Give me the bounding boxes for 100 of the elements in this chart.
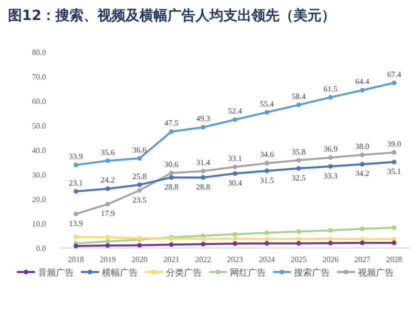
x-tick-label: 2023 (227, 255, 243, 264)
point (137, 156, 142, 161)
x-tick-label: 2021 (163, 255, 180, 264)
point (74, 234, 78, 240)
data-label: 30.4 (228, 178, 242, 188)
point (264, 236, 270, 242)
point (74, 162, 78, 168)
x-tick-label: 2020 (132, 255, 148, 264)
point (232, 164, 238, 170)
point (264, 168, 270, 174)
legend-label: 搜索广告 (294, 268, 330, 278)
data-label: 47.5 (164, 118, 178, 128)
legend-label: 横幅广告 (102, 268, 138, 278)
data-label: 38.0 (355, 142, 370, 151)
y-tick-label: 0.0 (36, 244, 46, 253)
data-label: 58.4 (292, 92, 306, 101)
y-tick-label: 60.0 (32, 97, 46, 106)
data-label: 24.2 (100, 176, 115, 185)
legend-label: 分类广告 (166, 268, 202, 278)
point (232, 117, 238, 122)
data-label: 61.5 (323, 84, 338, 94)
point (169, 170, 174, 176)
point (360, 240, 365, 246)
point (328, 155, 333, 160)
data-label: 23.5 (132, 195, 147, 204)
x-tick-label: 2018 (68, 255, 84, 264)
data-label: 25.8 (132, 172, 147, 181)
data-label: 23.1 (68, 178, 83, 188)
point (360, 152, 365, 158)
point (296, 102, 301, 108)
x-tick-label: 2019 (100, 255, 116, 264)
point (392, 240, 396, 246)
point (74, 244, 78, 248)
data-label: 55.4 (260, 99, 274, 108)
point (169, 129, 174, 134)
data-label: 36.9 (323, 144, 338, 154)
data-label: 49.3 (196, 114, 210, 124)
y-tick-label: 40.0 (32, 146, 46, 155)
legend-label: 视频广告 (358, 268, 394, 278)
point (360, 88, 365, 93)
data-label: 28.8 (196, 182, 210, 192)
point (74, 189, 78, 194)
point (137, 182, 142, 188)
point (137, 188, 142, 193)
point (328, 240, 333, 246)
data-label: 30.6 (164, 160, 178, 170)
point (105, 158, 110, 164)
y-tick-label: 70.0 (32, 72, 46, 82)
point (296, 166, 301, 171)
point (264, 230, 270, 236)
data-label: 31.4 (196, 158, 210, 168)
point (200, 242, 206, 246)
point (392, 80, 396, 86)
data-label: 35.8 (292, 147, 306, 156)
point (200, 175, 206, 180)
point (296, 158, 301, 163)
legend-label: 网红广告 (230, 268, 266, 278)
data-label: 33.9 (68, 152, 83, 161)
data-label: 33.3 (323, 171, 338, 180)
data-label: 28.8 (164, 182, 178, 192)
point (392, 225, 396, 230)
point (232, 232, 238, 237)
point (264, 241, 270, 246)
point (169, 242, 174, 247)
point (232, 236, 238, 241)
point (105, 186, 110, 192)
point (328, 236, 333, 242)
point (296, 236, 301, 242)
y-tick-label: 30.0 (32, 170, 46, 180)
point (296, 229, 301, 234)
point (360, 226, 365, 232)
data-label: 17.9 (100, 209, 115, 218)
data-label: 34.6 (260, 150, 274, 160)
legend-label: 音频广告 (38, 268, 74, 278)
data-label: 36.6 (132, 145, 147, 154)
point (105, 243, 110, 248)
point (232, 171, 238, 176)
point (392, 160, 396, 164)
point (328, 164, 333, 169)
y-tick-label: 20.0 (32, 195, 46, 204)
point (169, 175, 174, 180)
point (264, 160, 270, 166)
point (105, 239, 110, 244)
data-label: 33.1 (228, 154, 242, 163)
data-label: 64.4 (355, 77, 370, 86)
x-tick-label: 2025 (290, 255, 307, 264)
data-label: 31.5 (260, 176, 274, 185)
point (328, 95, 333, 100)
point (200, 124, 206, 130)
x-tick-label: 2028 (386, 255, 402, 264)
point (232, 241, 238, 246)
point (200, 168, 206, 174)
point (360, 162, 365, 167)
point (328, 228, 333, 233)
x-tick-label: 2024 (258, 255, 275, 264)
point (392, 150, 396, 155)
y-tick-label: 50.0 (32, 122, 46, 130)
data-label: 39.0 (387, 139, 402, 148)
data-label: 13.9 (68, 218, 83, 228)
data-label: 34.2 (355, 169, 370, 178)
